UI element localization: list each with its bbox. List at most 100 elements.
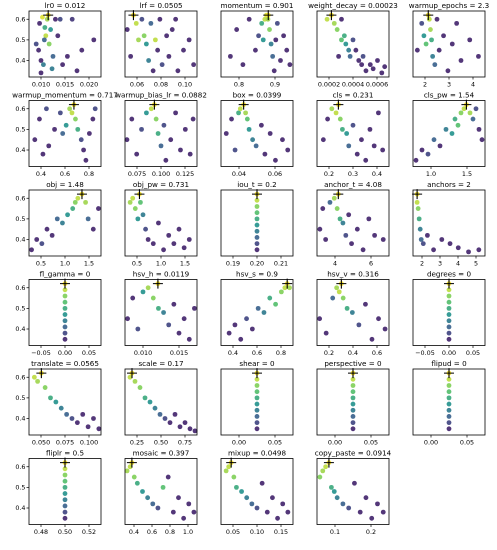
- data-point: [446, 324, 452, 330]
- data-point: [132, 206, 138, 211]
- data-point: [337, 116, 343, 122]
- subplot-9: cls = 0.231 0.2 0.3 0.4: [316, 91, 390, 178]
- data-point: [350, 37, 356, 43]
- data-point: [145, 237, 151, 242]
- x-tick-label: 2: [420, 260, 424, 268]
- data-point: [124, 27, 130, 32]
- data-point: [62, 324, 68, 330]
- data-point: [419, 147, 425, 153]
- data-point: [32, 137, 38, 143]
- data-point: [357, 509, 363, 515]
- subplot-24: perspective = 0 0.00 0.05: [316, 359, 390, 447]
- data-point: [96, 206, 101, 211]
- x-tick-label: 1.5: [84, 260, 94, 268]
- x-tick-label: 1.0: [60, 260, 70, 268]
- data-point: [446, 293, 452, 299]
- data-point: [60, 62, 65, 68]
- data-point: [432, 62, 438, 68]
- data-point: [62, 466, 68, 472]
- data-point: [158, 143, 164, 149]
- data-point: [171, 301, 177, 307]
- subplot-title: copy_paste = 0.0914: [315, 449, 392, 458]
- data-point: [254, 235, 260, 240]
- data-point: [231, 474, 237, 480]
- data-point: [346, 505, 352, 511]
- subplot-title: fl_gamma = 0: [40, 270, 91, 279]
- data-point: [161, 310, 166, 315]
- data-point: [254, 228, 260, 234]
- data-point: [60, 220, 65, 226]
- data-point: [182, 420, 188, 426]
- x-tick-label: 0.0006: [366, 81, 388, 89]
- best-marker: [226, 457, 237, 468]
- data-point: [262, 151, 268, 157]
- data-point: [75, 126, 81, 132]
- subplot-title: anchor_t = 4.08: [324, 180, 382, 189]
- data-point: [159, 62, 165, 68]
- data-point: [344, 131, 350, 136]
- subplot-title: box = 0.0399: [233, 91, 282, 100]
- data-point: [155, 131, 161, 136]
- data-point: [226, 330, 232, 336]
- data-point: [354, 226, 360, 232]
- data-point: [449, 131, 455, 136]
- data-point: [134, 151, 140, 157]
- x-tick-label: 0.2: [324, 170, 334, 178]
- y-tick-label: 0.5: [15, 305, 25, 313]
- data-point: [323, 330, 329, 336]
- data-point: [65, 212, 70, 218]
- data-point: [150, 241, 156, 247]
- data-point: [413, 157, 419, 163]
- data-point: [140, 212, 146, 218]
- data-point: [148, 106, 154, 112]
- data-point: [170, 509, 176, 515]
- y-tick-label: 0.4: [15, 146, 25, 154]
- data-point: [467, 110, 473, 116]
- data-point: [160, 484, 166, 490]
- data-point: [285, 509, 291, 515]
- data-point: [254, 383, 260, 388]
- data-point: [176, 226, 182, 232]
- data-point: [63, 122, 69, 128]
- subplot-15: anchors = 2 2 3 4 5: [412, 180, 486, 268]
- y-tick-label: 0.4: [15, 236, 25, 244]
- data-point: [169, 27, 175, 32]
- data-point: [143, 226, 148, 232]
- subplot-19: hsv_v = 0.316 0.2 0.4 0.6: [316, 270, 390, 357]
- data-point: [181, 316, 187, 322]
- data-point: [367, 62, 373, 68]
- data-point: [369, 336, 375, 342]
- data-point: [69, 110, 75, 116]
- best-marker: [326, 10, 337, 21]
- data-point: [163, 157, 169, 163]
- data-point: [223, 468, 229, 474]
- data-point: [62, 305, 68, 311]
- best-marker: [461, 99, 472, 110]
- x-tick-label: 0.4: [36, 170, 46, 178]
- data-point: [264, 509, 270, 515]
- best-marker: [348, 368, 358, 379]
- data-point: [415, 206, 421, 211]
- data-point: [346, 47, 352, 53]
- data-point: [446, 330, 452, 336]
- x-tick-label: 1.0: [183, 528, 193, 536]
- data-point: [96, 426, 102, 432]
- data-point: [339, 16, 344, 22]
- subplot-title: iou_t = 0.2: [237, 180, 276, 189]
- data-point: [363, 301, 368, 307]
- subplot-22: scale = 0.17 0.25 0.50 0.75: [124, 359, 198, 447]
- x-tick-label: 0.05: [268, 439, 282, 447]
- x-tick-label: 0.15: [274, 528, 288, 536]
- x-tick-label: 0.05: [226, 528, 240, 536]
- data-point: [38, 70, 44, 76]
- data-point: [137, 385, 143, 390]
- data-point: [268, 41, 274, 47]
- data-point: [350, 383, 356, 388]
- data-point: [50, 53, 56, 59]
- data-point: [62, 472, 68, 478]
- data-point: [428, 27, 433, 32]
- subplot-title: weight_decay = 0.00023: [308, 1, 398, 10]
- x-tick-label: 0.19: [226, 260, 240, 268]
- data-point: [226, 464, 232, 470]
- data-point: [446, 336, 452, 342]
